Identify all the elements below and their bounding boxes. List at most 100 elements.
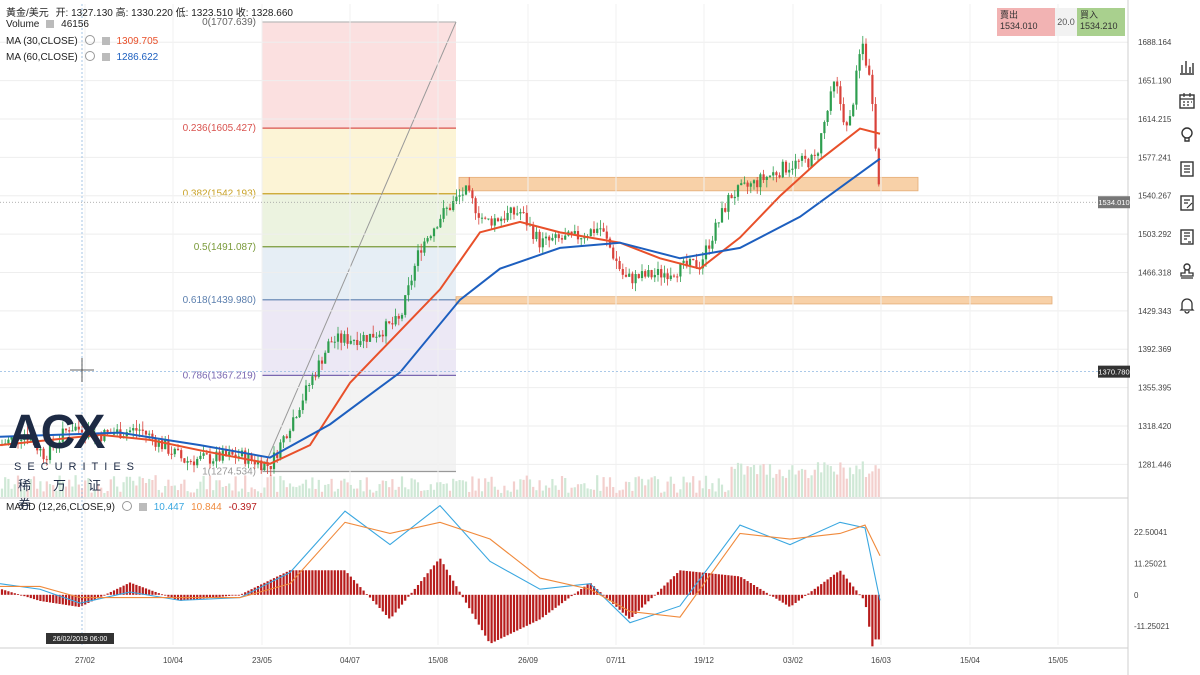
candle-body [679, 262, 682, 277]
candle-body [100, 434, 103, 441]
lightbulb-icon[interactable] [1176, 124, 1198, 146]
eye-icon[interactable] [46, 20, 55, 28]
gear-icon[interactable] [121, 501, 132, 511]
volume-bar [749, 467, 752, 497]
volume-bar [349, 484, 352, 497]
macd-histogram-bar [637, 594, 640, 611]
candle-body [500, 218, 503, 222]
volume-bar [877, 468, 880, 497]
volume-bar [128, 476, 132, 497]
buy-button[interactable]: 買入 1534.210 [1077, 8, 1125, 36]
macd-histogram-bar [346, 573, 349, 595]
volume-bar [756, 474, 759, 497]
price-tick-label: 1392.369 [1138, 345, 1172, 354]
candle-body [224, 450, 228, 456]
eye-icon[interactable] [101, 37, 110, 45]
candle-body [352, 339, 356, 341]
macd-histogram-bar [237, 594, 240, 596]
time-tick-label: 03/02 [783, 656, 804, 665]
volume-bar [448, 490, 452, 497]
candle-body [570, 231, 573, 234]
candle-body [685, 260, 688, 267]
volume-bar [772, 477, 775, 497]
legend-macd: MACD (12,26,CLOSE,9) 10.447 10.844 -0.39… [6, 501, 261, 513]
price-tick-label: 1651.190 [1138, 77, 1172, 86]
volume-bar [90, 492, 93, 497]
trend-line [261, 21, 457, 472]
macd-histogram-bar [756, 586, 759, 595]
macd-histogram-bar [208, 594, 212, 598]
logo-chinese: 稀万证券 [18, 478, 124, 512]
gear-icon[interactable] [84, 51, 95, 61]
macd-histogram-bar [426, 573, 429, 595]
candle-body [183, 458, 186, 463]
candle-body [794, 160, 797, 169]
trendline[interactable] [261, 21, 457, 472]
eye-icon[interactable] [101, 53, 110, 61]
candle-body [541, 238, 544, 248]
macd-histogram-bar [263, 582, 266, 595]
fibonacci-retracement[interactable]: 0(1707.639) 0.236(1605.427) 0.382(1542.193… [183, 17, 456, 478]
eye-icon[interactable] [138, 503, 147, 511]
fib-level-label: 0(1707.639) [202, 17, 256, 28]
time-tick-label: 07/11 [606, 656, 626, 665]
candle-body [192, 461, 196, 466]
candle-body [282, 436, 285, 443]
document-icon[interactable] [1176, 158, 1198, 180]
current-price-box [1098, 196, 1130, 209]
candle-body [160, 440, 164, 450]
macd-histogram-bar [493, 594, 496, 642]
candle-body [359, 341, 362, 345]
candle-body [263, 462, 266, 471]
macd-histogram-bar [106, 593, 109, 595]
macd-histogram-bar [196, 594, 199, 600]
candle-body [164, 440, 167, 450]
gear-icon[interactable] [84, 35, 95, 45]
candle-body [756, 180, 759, 188]
report-icon[interactable] [1176, 226, 1198, 248]
candle-body [48, 443, 52, 460]
volume-bar [39, 481, 42, 497]
macd-histogram-bar [724, 574, 727, 595]
volume-bar [301, 483, 304, 497]
macd-histogram-bar [711, 573, 714, 595]
price-tick-label: 1614.215 [1138, 115, 1172, 124]
macd-histogram-bar [151, 590, 154, 595]
moving-averages [0, 127, 881, 465]
bar-chart-icon[interactable] [1176, 56, 1198, 78]
candle-body [208, 454, 212, 464]
macd-histogram-bar [7, 591, 10, 595]
volume-bar [672, 483, 676, 497]
sell-button[interactable]: 賣出 1534.010 [997, 8, 1055, 36]
macd-histogram-bar [324, 570, 327, 595]
candle-body [496, 218, 500, 222]
price-tick-label: 1688.164 [1138, 38, 1172, 47]
macd-histogram-bar [791, 594, 794, 606]
volume-bar [580, 484, 583, 497]
macd-histogram-bar [42, 594, 45, 602]
volume-bar [775, 473, 778, 497]
volume-bar [384, 481, 388, 497]
volume-bar [605, 486, 608, 497]
bell-icon[interactable] [1176, 294, 1198, 316]
macd-histogram-bar [32, 594, 36, 600]
fib-level-label: 0.5(1491.087) [194, 242, 256, 253]
macd-histogram-bar [580, 589, 583, 595]
calendar-icon[interactable] [1176, 90, 1198, 112]
fib-level-label: 0.382(1542.193) [183, 189, 256, 200]
volume-bar [714, 491, 717, 497]
macd-histogram-bar [560, 594, 564, 604]
edit-document-icon[interactable] [1176, 192, 1198, 214]
macd-histogram-bar [852, 586, 855, 595]
support-resistance-zones[interactable] [455, 176, 1053, 305]
candle-body [490, 218, 493, 226]
candle-body [692, 258, 695, 261]
volume-bar [106, 491, 109, 497]
macd-histogram-bar [10, 592, 13, 595]
stamp-icon[interactable] [1176, 260, 1198, 282]
candle-body [704, 245, 708, 260]
volume-bar [621, 489, 624, 497]
volume-bar [32, 476, 36, 497]
macd-histogram-bar [522, 594, 525, 628]
